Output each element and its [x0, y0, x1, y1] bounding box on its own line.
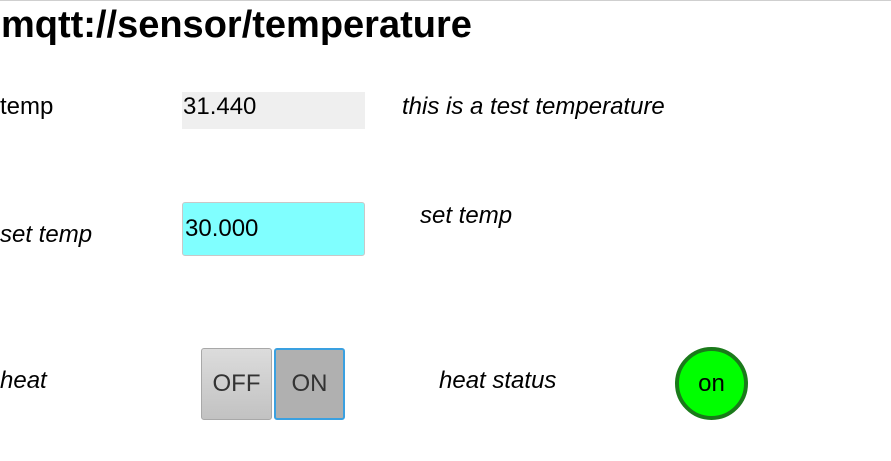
- temp-description: this is a test temperature: [402, 93, 665, 120]
- set-temp-input[interactable]: [182, 202, 365, 256]
- heat-status-label: heat status: [439, 367, 557, 394]
- set-temp-description: set temp: [420, 202, 513, 229]
- heat-label: heat: [0, 367, 47, 394]
- heat-off-button[interactable]: OFF: [201, 348, 272, 420]
- heat-on-button[interactable]: ON: [274, 348, 345, 420]
- temp-label: temp: [0, 93, 54, 120]
- top-divider: [0, 0, 891, 1]
- temp-value-display: 31.440: [182, 92, 365, 129]
- page-title: mqtt://sensor/temperature: [1, 4, 472, 46]
- heat-status-indicator: on: [675, 347, 748, 420]
- set-temp-label: set temp: [0, 221, 93, 248]
